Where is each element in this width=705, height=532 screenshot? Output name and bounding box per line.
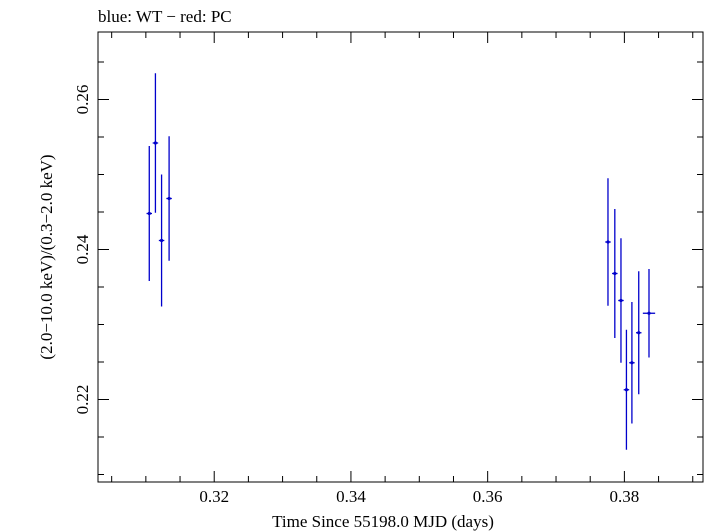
data-point (612, 209, 618, 338)
y-tick-label: 0.26 (73, 85, 92, 115)
data-point (623, 329, 630, 450)
data-marker (147, 211, 151, 216)
x-tick-label: 0.38 (610, 487, 640, 506)
data-marker (159, 238, 164, 243)
data-point (618, 238, 624, 363)
data-marker (167, 196, 171, 201)
y-tick-label: 0.22 (73, 385, 92, 415)
chart-title: blue: WT − red: PC (98, 7, 232, 26)
x-axis-label: Time Since 55198.0 MJD (days) (272, 512, 494, 531)
data-marker (630, 361, 634, 365)
data-point (642, 269, 656, 358)
data-marker (153, 141, 158, 145)
y-tick-label: 0.24 (73, 234, 92, 264)
data-marker (624, 388, 629, 392)
data-point (629, 302, 635, 424)
axis-tick-labels: 0.32 0.34 0.36 0.38 0.22 0.24 0.26 (73, 85, 639, 506)
data-point (605, 178, 611, 306)
data-point (166, 136, 172, 261)
plot-frame (97, 31, 704, 483)
y-axis-label: (2.0−10.0 keV)/(0.3−2.0 keV) (37, 154, 56, 359)
x-tick-label: 0.32 (199, 487, 229, 506)
data-marker (619, 298, 623, 303)
data-marker (637, 331, 641, 335)
data-marker (647, 311, 651, 315)
axis-ticks (98, 32, 703, 482)
data-point (152, 73, 159, 213)
data-marker (606, 240, 610, 244)
data-points (146, 73, 656, 450)
x-tick-label: 0.36 (473, 487, 503, 506)
data-point (146, 146, 153, 281)
data-marker (613, 271, 617, 276)
data-point (636, 271, 642, 395)
data-point (158, 174, 165, 307)
x-tick-label: 0.34 (336, 487, 366, 506)
